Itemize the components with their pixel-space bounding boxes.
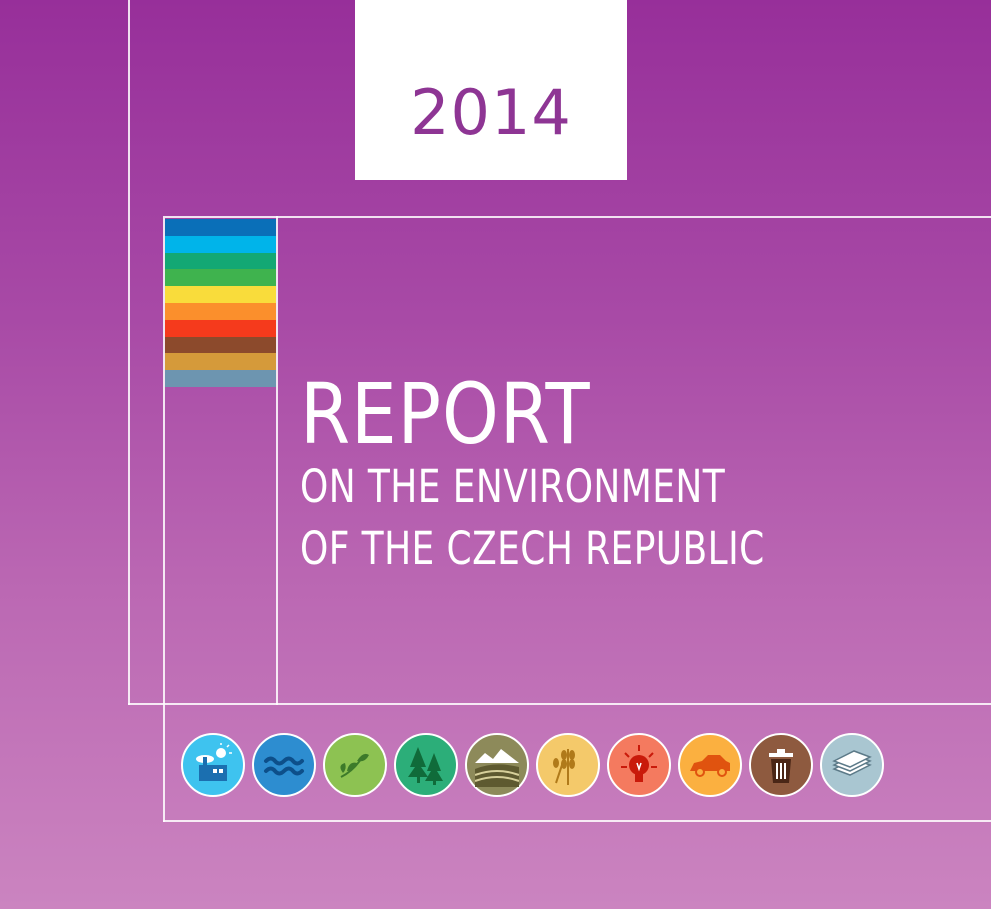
- report-title: REPORT: [300, 365, 591, 463]
- frame-line-left-inner: [163, 216, 165, 822]
- color-stripe: [165, 370, 276, 387]
- energy-icon: [607, 733, 671, 797]
- color-stripes: [165, 219, 276, 387]
- color-stripe: [165, 353, 276, 371]
- year-box: 2014: [355, 0, 627, 180]
- water-icon: [252, 733, 316, 797]
- color-stripe: [165, 235, 276, 253]
- frame-line-vertical-stripe-right: [276, 216, 278, 705]
- landscape-icon: [465, 733, 529, 797]
- waste-icon: [749, 733, 813, 797]
- topic-icons: [181, 733, 884, 797]
- frame-line-horizontal-mid: [128, 703, 991, 705]
- nature-icon: [323, 733, 387, 797]
- transport-icon: [678, 733, 742, 797]
- color-stripe: [165, 319, 276, 337]
- forest-icon: [394, 733, 458, 797]
- color-stripe: [165, 286, 276, 303]
- color-stripe: [165, 252, 276, 270]
- air-icon: [181, 733, 245, 797]
- frame-line-left-outer: [128, 0, 130, 705]
- agriculture-icon: [536, 733, 600, 797]
- economy-icon: [820, 733, 884, 797]
- report-subtitle-line-2: OF THE CZECH REPUBLIC: [300, 522, 765, 575]
- frame-line-horizontal-bottom: [163, 820, 991, 822]
- color-stripe: [165, 336, 276, 354]
- frame-line-horizontal-top: [165, 216, 991, 218]
- color-stripe: [165, 219, 276, 236]
- color-stripe: [165, 269, 276, 287]
- report-year: 2014: [410, 76, 572, 149]
- report-subtitle-line-1: ON THE ENVIRONMENT: [300, 460, 726, 513]
- title-block: REPORT ON THE ENVIRONMENT OF THE CZECH R…: [300, 372, 881, 580]
- color-stripe: [165, 302, 276, 320]
